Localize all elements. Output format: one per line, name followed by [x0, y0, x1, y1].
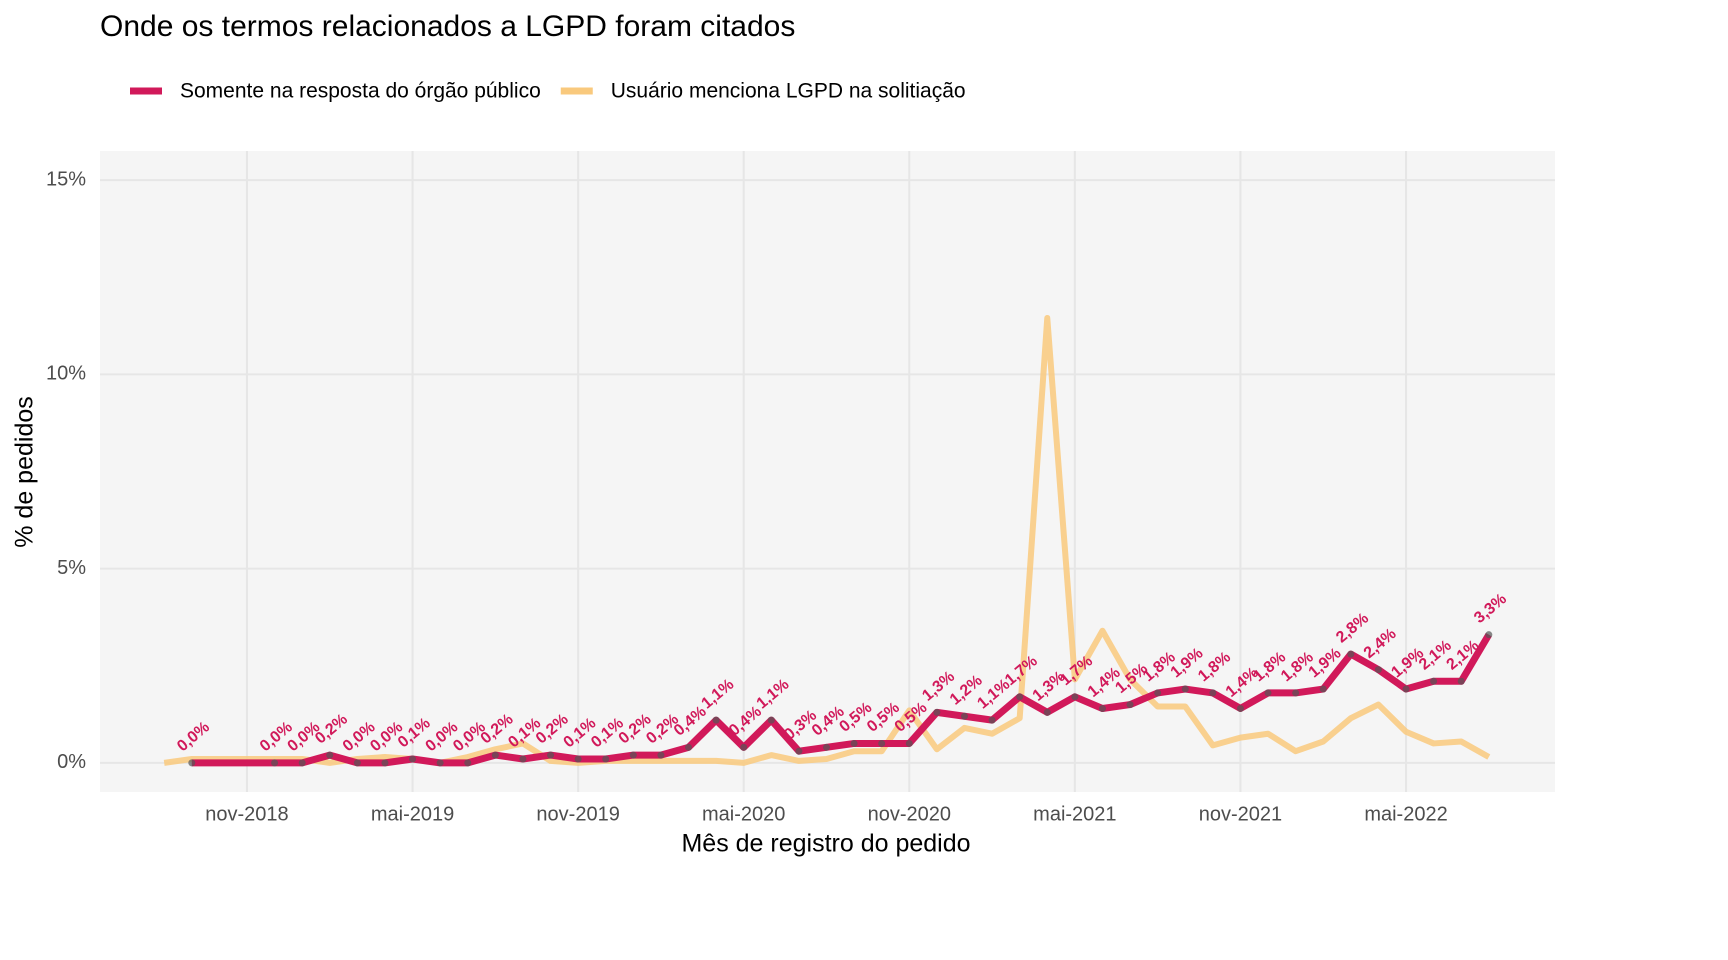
x-tick-label: nov-2020: [868, 803, 951, 825]
legend-label: Somente na resposta do órgão público: [180, 80, 541, 103]
y-tick-label: 15%: [46, 168, 86, 190]
x-tick-label: mai-2021: [1033, 803, 1116, 825]
y-axis-title: % de pedidos: [11, 396, 39, 548]
point: [298, 759, 306, 767]
point: [326, 751, 334, 759]
point: [1264, 689, 1272, 697]
point: [491, 751, 499, 759]
point: [1043, 708, 1051, 716]
point: [850, 739, 858, 747]
point: [1098, 704, 1106, 712]
x-tick-label: nov-2021: [1199, 803, 1282, 825]
point: [878, 739, 886, 747]
point: [1236, 704, 1244, 712]
y-tick-label: 5%: [57, 557, 86, 579]
point: [657, 751, 665, 759]
point: [464, 759, 472, 767]
point: [740, 743, 748, 751]
line: [191, 632, 1492, 767]
x-tick-label: mai-2022: [1364, 803, 1447, 825]
y-tick-label: 0%: [57, 751, 86, 773]
point: [1430, 677, 1438, 685]
point: [602, 755, 610, 763]
plot-background: [100, 151, 1555, 792]
x-tick-label: mai-2019: [371, 803, 454, 825]
point: [960, 712, 968, 720]
point: [381, 759, 389, 767]
point: [1016, 693, 1024, 701]
point: [685, 743, 693, 751]
chart-title: Onde os termos relacionados a LGPD foram…: [100, 10, 795, 43]
point: [1319, 685, 1327, 693]
point: [1154, 689, 1162, 697]
legend-label: Usuário menciona LGPD na solitiação: [611, 80, 966, 103]
point: [519, 755, 527, 763]
point: [1402, 685, 1410, 693]
y-tick-label: 10%: [46, 363, 86, 385]
point: [1209, 689, 1217, 697]
point: [1126, 701, 1134, 709]
x-tick-label: nov-2018: [205, 803, 288, 825]
x-axis-title: Mês de registro do pedido: [681, 830, 970, 858]
x-tick-label: mai-2020: [702, 803, 785, 825]
point: [353, 759, 361, 767]
point: [933, 708, 941, 716]
point: [271, 759, 279, 767]
point: [823, 743, 830, 751]
point: [712, 716, 720, 724]
point: [905, 739, 913, 747]
point: [547, 751, 555, 759]
point: [1071, 693, 1079, 701]
point: [795, 747, 803, 755]
point: [1181, 685, 1189, 693]
point: [188, 759, 196, 767]
point: [1457, 677, 1465, 685]
point: [1347, 650, 1355, 658]
point: [1292, 689, 1300, 697]
point: [409, 755, 417, 763]
point: [767, 716, 775, 724]
point: [1374, 666, 1382, 674]
line: [163, 315, 1491, 766]
point: [436, 759, 444, 767]
point: [1485, 631, 1493, 639]
x-tick-label: nov-2019: [536, 803, 619, 825]
point: [988, 716, 996, 724]
point: [574, 755, 582, 763]
point: [629, 751, 637, 759]
